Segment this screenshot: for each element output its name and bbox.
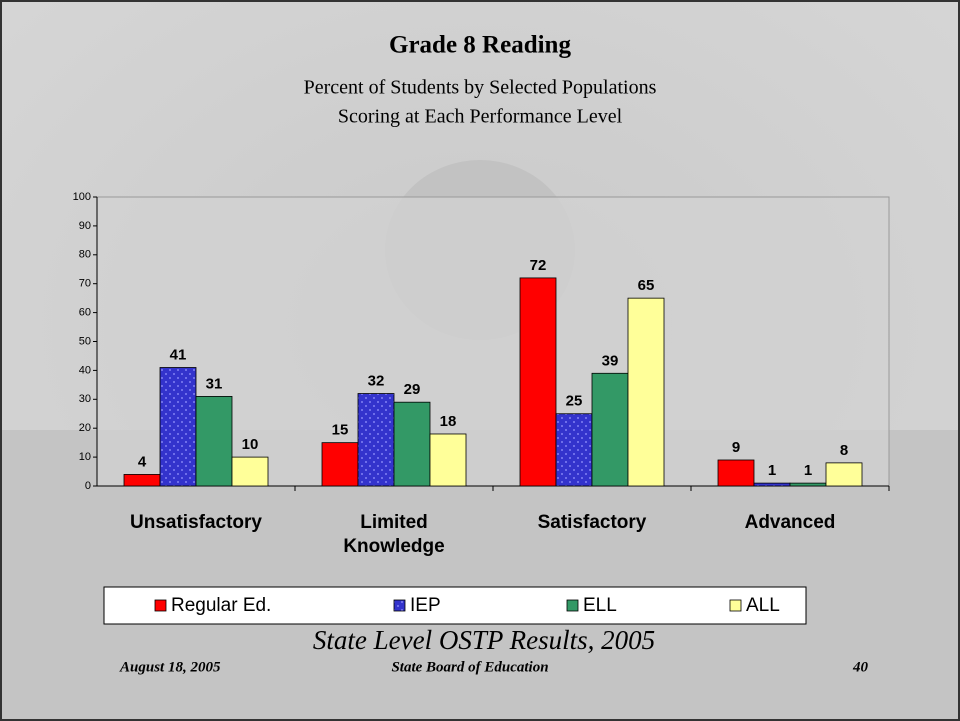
y-tick-label: 10 bbox=[79, 451, 91, 463]
data-label: 29 bbox=[404, 381, 421, 398]
bar bbox=[825, 462, 863, 487]
legend bbox=[103, 586, 807, 625]
bar bbox=[753, 482, 791, 487]
bar bbox=[789, 482, 827, 487]
y-tick-label: 30 bbox=[79, 393, 91, 405]
x-tick-label: Limited Knowledge bbox=[343, 512, 445, 557]
y-tick-label: 90 bbox=[79, 220, 91, 232]
legend-label: IEP bbox=[410, 595, 441, 616]
page-number: 40 bbox=[852, 659, 869, 675]
bar bbox=[627, 297, 665, 487]
x-tick-label: Satisfactory bbox=[537, 512, 647, 533]
bar bbox=[519, 277, 557, 487]
legend-swatch bbox=[393, 599, 406, 612]
y-tick-label: 80 bbox=[79, 249, 91, 261]
data-label: 25 bbox=[566, 393, 583, 410]
bar bbox=[357, 393, 395, 487]
bar bbox=[429, 433, 467, 487]
legend-label: Regular Ed. bbox=[171, 595, 271, 616]
data-label: 32 bbox=[368, 372, 385, 389]
legend-swatch bbox=[566, 599, 579, 612]
chart-subtitle: Percent of Students by Selected Populati… bbox=[304, 77, 657, 99]
chart-subtitle: Scoring at Each Performance Level bbox=[338, 106, 623, 128]
chart-title: Grade 8 Reading bbox=[389, 32, 571, 59]
data-label: 10 bbox=[242, 436, 259, 453]
data-label: 72 bbox=[530, 257, 547, 274]
data-label: 65 bbox=[638, 277, 655, 294]
legend-swatch bbox=[154, 599, 167, 612]
bar bbox=[591, 372, 629, 487]
y-tick-label: 50 bbox=[79, 335, 91, 347]
data-label: 31 bbox=[206, 375, 223, 392]
legend-label: ALL bbox=[746, 595, 780, 616]
x-tick-label: Unsatisfactory bbox=[130, 512, 262, 533]
bar bbox=[123, 474, 161, 487]
x-tick-label: Advanced bbox=[744, 512, 836, 533]
bar bbox=[717, 459, 755, 487]
data-label: 18 bbox=[440, 413, 457, 430]
data-label: 15 bbox=[332, 422, 349, 439]
data-label: 1 bbox=[804, 462, 812, 479]
y-tick-label: 70 bbox=[79, 278, 91, 290]
data-label: 9 bbox=[732, 439, 740, 456]
y-tick-label: 20 bbox=[79, 422, 91, 434]
bar bbox=[159, 367, 197, 487]
organization: State Board of Education bbox=[391, 659, 548, 675]
y-tick-label: 100 bbox=[73, 191, 91, 203]
data-label: 39 bbox=[602, 352, 619, 369]
data-label: 41 bbox=[170, 346, 187, 363]
y-tick-label: 40 bbox=[79, 364, 91, 376]
bar bbox=[195, 396, 233, 487]
y-tick-label: 60 bbox=[79, 307, 91, 319]
data-label: 8 bbox=[840, 442, 848, 459]
bar bbox=[321, 442, 359, 487]
data-label: 4 bbox=[138, 453, 147, 470]
date: August 18, 2005 bbox=[119, 659, 221, 675]
bar bbox=[555, 413, 593, 487]
bar bbox=[393, 401, 431, 487]
legend-swatch bbox=[729, 599, 742, 612]
caption: State Level OSTP Results, 2005 bbox=[313, 625, 655, 655]
bar bbox=[231, 456, 269, 487]
legend-label: ELL bbox=[583, 595, 617, 616]
y-tick-label: 0 bbox=[85, 480, 91, 492]
data-label: 1 bbox=[768, 462, 776, 479]
